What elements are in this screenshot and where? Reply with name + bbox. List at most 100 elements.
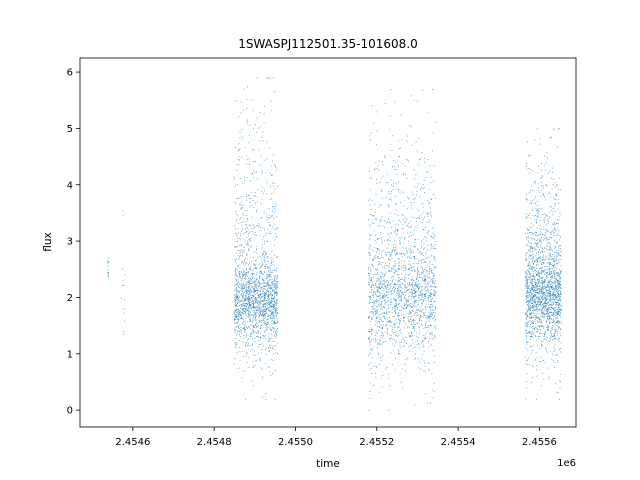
data-point xyxy=(253,195,255,197)
data-point xyxy=(415,294,417,296)
data-point xyxy=(529,347,531,349)
data-point xyxy=(265,347,267,349)
data-point xyxy=(274,280,276,282)
data-point xyxy=(422,280,424,282)
data-point xyxy=(387,192,389,194)
data-point xyxy=(560,292,562,294)
data-point xyxy=(543,229,545,230)
data-point xyxy=(398,190,399,192)
data-point xyxy=(249,267,250,269)
data-point xyxy=(237,237,239,239)
data-point xyxy=(265,253,266,255)
data-point xyxy=(238,150,239,152)
data-point xyxy=(374,372,376,374)
data-point xyxy=(273,204,275,205)
data-point xyxy=(553,303,554,305)
data-point xyxy=(398,315,400,316)
data-point xyxy=(268,276,270,278)
data-point xyxy=(378,169,379,171)
data-point xyxy=(394,269,396,271)
data-point xyxy=(124,320,125,322)
data-point xyxy=(554,366,555,368)
data-point xyxy=(408,320,410,322)
data-point xyxy=(407,358,408,359)
data-point xyxy=(545,350,547,352)
data-point xyxy=(264,265,265,267)
data-point xyxy=(533,290,534,292)
data-point xyxy=(394,324,396,326)
data-point xyxy=(541,163,542,164)
data-point xyxy=(376,298,378,300)
data-point xyxy=(557,360,559,361)
data-point xyxy=(258,280,259,282)
data-point xyxy=(274,307,276,309)
data-point xyxy=(540,332,542,334)
data-point xyxy=(258,303,260,305)
data-point xyxy=(407,274,409,276)
data-point xyxy=(260,286,262,288)
data-point xyxy=(424,362,425,364)
data-point xyxy=(108,276,109,278)
data-point xyxy=(273,321,274,323)
data-point xyxy=(252,200,254,201)
data-point xyxy=(533,246,535,248)
data-point xyxy=(258,301,260,303)
data-point xyxy=(430,255,432,257)
data-point xyxy=(262,376,264,378)
data-point xyxy=(268,293,270,295)
data-point xyxy=(264,282,266,283)
data-point xyxy=(534,294,536,296)
data-point xyxy=(417,248,419,250)
data-point xyxy=(397,313,399,315)
data-point xyxy=(274,313,276,315)
data-point xyxy=(433,295,435,296)
data-point xyxy=(396,173,398,175)
data-point xyxy=(381,239,383,241)
data-point xyxy=(527,332,529,334)
data-point xyxy=(233,290,235,292)
data-point xyxy=(387,281,389,283)
data-point xyxy=(247,301,249,303)
data-point xyxy=(382,250,384,252)
data-point xyxy=(535,300,536,302)
data-point xyxy=(266,273,268,275)
data-point xyxy=(371,313,373,315)
data-point xyxy=(243,272,244,273)
data-point xyxy=(413,318,415,320)
data-point xyxy=(264,268,266,270)
data-point xyxy=(376,301,378,303)
data-point xyxy=(257,201,258,203)
data-point xyxy=(238,319,240,320)
data-point xyxy=(255,302,256,304)
data-point xyxy=(401,341,402,343)
data-point xyxy=(258,295,260,296)
data-point xyxy=(424,295,426,297)
data-point xyxy=(537,357,539,358)
data-point xyxy=(424,216,425,218)
data-point xyxy=(380,303,382,305)
data-point xyxy=(270,314,272,316)
data-point xyxy=(543,378,545,380)
data-point xyxy=(526,256,527,258)
data-point xyxy=(247,303,249,305)
data-point xyxy=(402,317,404,318)
data-point xyxy=(384,155,386,157)
data-point xyxy=(432,227,433,229)
data-point xyxy=(372,315,374,317)
data-point xyxy=(372,347,374,349)
data-point xyxy=(544,302,545,303)
data-point xyxy=(378,304,379,305)
data-point xyxy=(418,299,420,301)
data-point xyxy=(273,353,274,355)
data-point xyxy=(235,210,237,212)
data-point xyxy=(421,265,423,267)
data-point xyxy=(526,336,527,337)
data-point xyxy=(266,319,268,321)
data-point xyxy=(393,265,395,267)
data-point xyxy=(551,271,552,272)
data-point xyxy=(273,306,274,308)
data-point xyxy=(529,316,530,318)
data-point xyxy=(546,266,548,267)
data-point xyxy=(398,280,400,282)
data-point xyxy=(529,332,530,334)
